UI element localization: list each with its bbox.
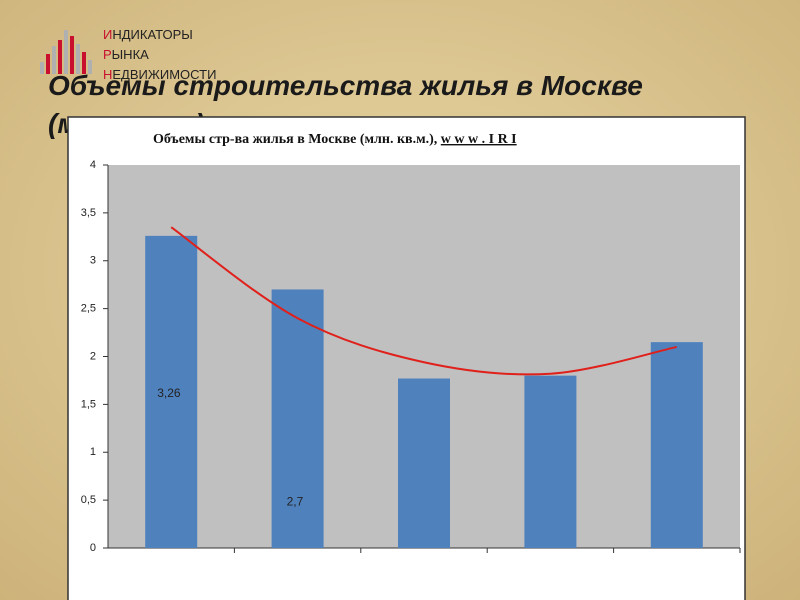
bar xyxy=(271,289,324,548)
bar xyxy=(145,235,198,549)
bar xyxy=(524,375,577,548)
logo-line: НЕДВИЖИМОСТИ xyxy=(103,67,216,82)
y-tick-label: 4 xyxy=(90,159,96,171)
trend-line xyxy=(170,226,678,376)
logo-icon xyxy=(40,30,92,74)
chart-title-link: w w w . I R I xyxy=(441,132,517,147)
y-tick-label: 1,5 xyxy=(81,398,96,410)
logo-line: РЫНКА xyxy=(103,47,149,62)
bar xyxy=(398,378,450,548)
logo-rest: НДИКАТОРЫ xyxy=(112,27,192,42)
logo-rest: ЫНКА xyxy=(112,47,149,62)
logo-initial: И xyxy=(103,27,112,42)
slide-title-line: Объемы строительства жилья в Москве xyxy=(48,70,643,101)
y-tick-label: 3,5 xyxy=(81,207,96,219)
y-tick-label: 1 xyxy=(90,446,96,458)
y-tick-label: 3 xyxy=(90,255,96,267)
y-tick-label: 0 xyxy=(90,542,96,554)
chart-title: Объемы стр-ва жилья в Москве (млн. кв.м.… xyxy=(153,132,517,147)
plot: 0 0,5 1 1,5 2 2,5 3 3,5 4 3,26 2,7 xyxy=(81,159,741,554)
data-label: 2,7 xyxy=(287,495,304,509)
y-tick-label: 2,5 xyxy=(81,303,96,315)
logo-initial: Р xyxy=(103,47,112,62)
logo-line: ИНДИКАТОРЫ xyxy=(103,27,193,42)
data-label: 3,26 xyxy=(157,386,181,400)
logo-rest: ЕДВИЖИМОСТИ xyxy=(112,67,216,82)
y-tick-label: 0,5 xyxy=(81,494,96,506)
chart-title-main: Объемы стр-ва жилья в Москве (млн. кв.м.… xyxy=(153,132,437,147)
bar xyxy=(650,342,703,548)
logo-initial: Н xyxy=(103,67,112,82)
chart-title-text: Объемы стр-ва жилья в Москве (млн. кв.м.… xyxy=(153,132,517,147)
y-tick-label: 2 xyxy=(90,350,96,362)
